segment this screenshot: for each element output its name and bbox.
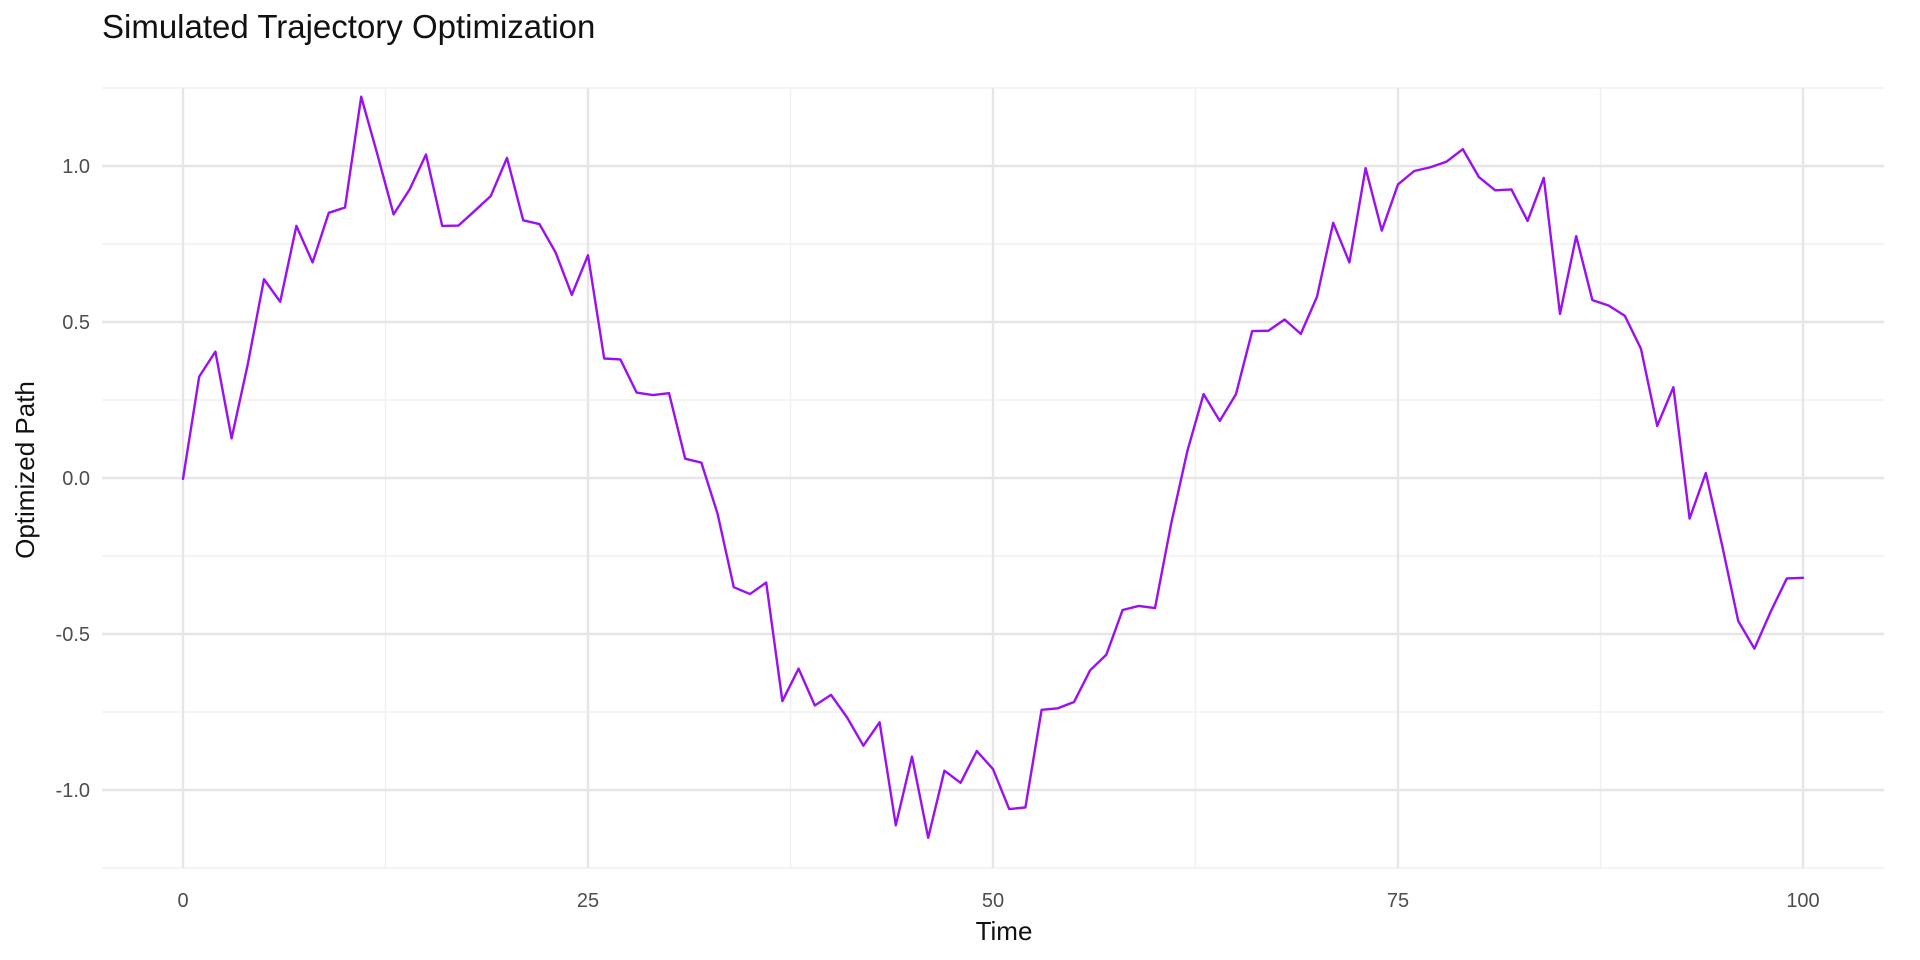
x-axis-ticks: 0 25 50 75 100 (177, 890, 1819, 912)
y-axis-ticks: -1.0 -0.5 0.0 0.5 1.0 (56, 156, 90, 802)
grid (102, 87, 1884, 869)
x-tick-label: 50 (982, 890, 1004, 912)
series-layer (181, 95, 1805, 839)
y-tick-label: -0.5 (56, 624, 90, 646)
chart-title: Simulated Trajectory Optimization (102, 8, 595, 45)
x-tick-label: 0 (177, 890, 188, 912)
x-tick-label: 100 (1786, 890, 1819, 912)
y-tick-label: 0.5 (62, 312, 90, 334)
y-axis-title: Optimized Path (10, 381, 40, 559)
y-tick-label: 0.0 (62, 468, 90, 490)
x-tick-label: 75 (1387, 890, 1409, 912)
y-tick-label: 1.0 (62, 156, 90, 178)
y-tick-label: -1.0 (56, 780, 90, 802)
x-axis-title: Time (976, 916, 1033, 946)
optimized-path-line (181, 95, 1805, 839)
x-tick-label: 25 (577, 890, 599, 912)
